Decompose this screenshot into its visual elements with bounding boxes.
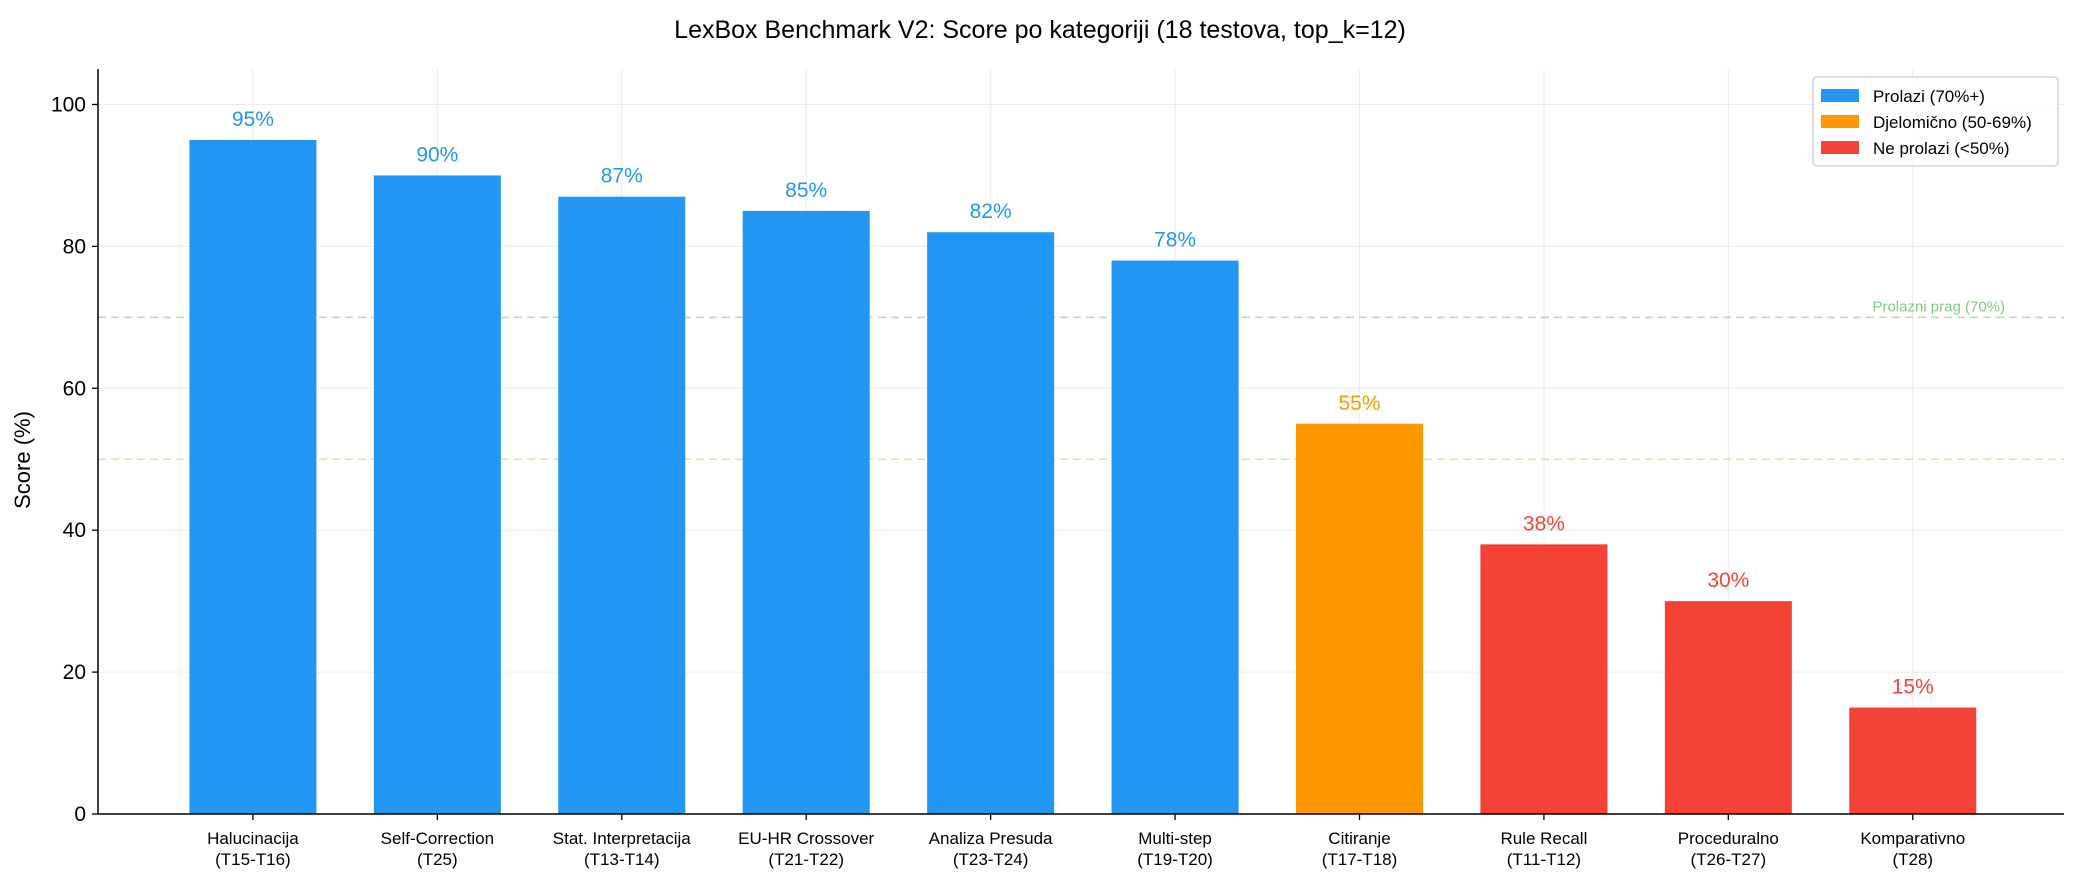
- x-tick-label: Analiza Presuda: [929, 829, 1053, 848]
- bar: [558, 196, 686, 814]
- data-label: 85%: [785, 179, 827, 202]
- data-label: 38%: [1523, 512, 1565, 535]
- bar: [373, 175, 501, 814]
- x-tick-label: Komparativno: [1860, 829, 1965, 848]
- data-label: 87%: [601, 165, 643, 188]
- x-tick-sublabel: (T19-T20): [1137, 850, 1213, 869]
- y-tick-label: 0: [74, 803, 86, 826]
- legend-label: Ne prolazi (<50%): [1873, 139, 2010, 158]
- legend-label: Djelomično (50-69%): [1873, 113, 2032, 132]
- x-tick-sublabel: (T25): [417, 850, 458, 869]
- x-tick-sublabel: (T11-T12): [1507, 850, 1581, 869]
- data-label: 78%: [1154, 229, 1196, 252]
- axes: 0 20 40 60 80 100 Halucinacija (T15-T16) Self-Co…: [51, 69, 2064, 869]
- data-label: 15%: [1892, 676, 1934, 699]
- data-label: 90%: [416, 143, 458, 166]
- legend-swatch: [1821, 141, 1859, 154]
- data-label: 30%: [1707, 569, 1749, 592]
- y-tick-label: 20: [63, 661, 86, 684]
- bar: [1664, 601, 1792, 814]
- y-tick-label: 60: [63, 377, 86, 400]
- bar: [189, 139, 317, 814]
- x-tick-label: Rule Recall: [1500, 829, 1587, 848]
- data-label: 55%: [1338, 392, 1380, 415]
- x-tick-label: EU-HR Crossover: [738, 829, 874, 848]
- reference-line-label: Prolazni prag (70%): [1872, 298, 2005, 315]
- bar: [1480, 544, 1608, 814]
- bar: [742, 210, 870, 814]
- bar: [927, 232, 1055, 814]
- x-tick-sublabel: (T17-T18): [1322, 850, 1398, 869]
- legend-label: Prolazi (70%+): [1873, 87, 1985, 106]
- data-label: 95%: [232, 108, 274, 131]
- x-tick-sublabel: (T15-T16): [215, 850, 291, 869]
- x-tick-sublabel: (T21-T22): [768, 850, 844, 869]
- y-tick-label: 40: [63, 519, 86, 542]
- legend-swatch: [1821, 115, 1859, 128]
- x-tick-label: Stat. Interpretacija: [553, 829, 692, 848]
- x-tick-sublabel: (T23-T24): [953, 850, 1029, 869]
- x-tick-label: Proceduralno: [1678, 829, 1779, 848]
- legend-swatch: [1821, 89, 1859, 102]
- x-tick-sublabel: (T26-T27): [1691, 850, 1767, 869]
- y-axis-label: Score (%): [10, 411, 35, 509]
- bar: [1295, 423, 1423, 814]
- chart-title: LexBox Benchmark V2: Score po kategoriji…: [674, 16, 1406, 44]
- y-tick-label: 80: [63, 235, 86, 258]
- x-tick-label: Halucinacija: [207, 829, 299, 848]
- bar: [1849, 707, 1977, 814]
- x-tick-label: Citiranje: [1328, 829, 1390, 848]
- x-tick-label: Multi-step: [1138, 829, 1212, 848]
- x-tick-sublabel: (T13-T14): [584, 850, 660, 869]
- legend: Prolazi (70%+) Djelomično (50-69%) Ne prol…: [1812, 76, 2059, 167]
- x-tick-label: Self-Correction: [381, 829, 494, 848]
- x-tick-sublabel: (T28): [1892, 850, 1933, 869]
- bar: [1111, 260, 1239, 815]
- data-label: 82%: [970, 200, 1012, 223]
- bars: 95% 90% 87% 85% 82% 78% 55% 38% 30% 15%: [189, 108, 1977, 815]
- y-tick-label: 100: [51, 93, 86, 116]
- legend-box: [1812, 76, 2059, 167]
